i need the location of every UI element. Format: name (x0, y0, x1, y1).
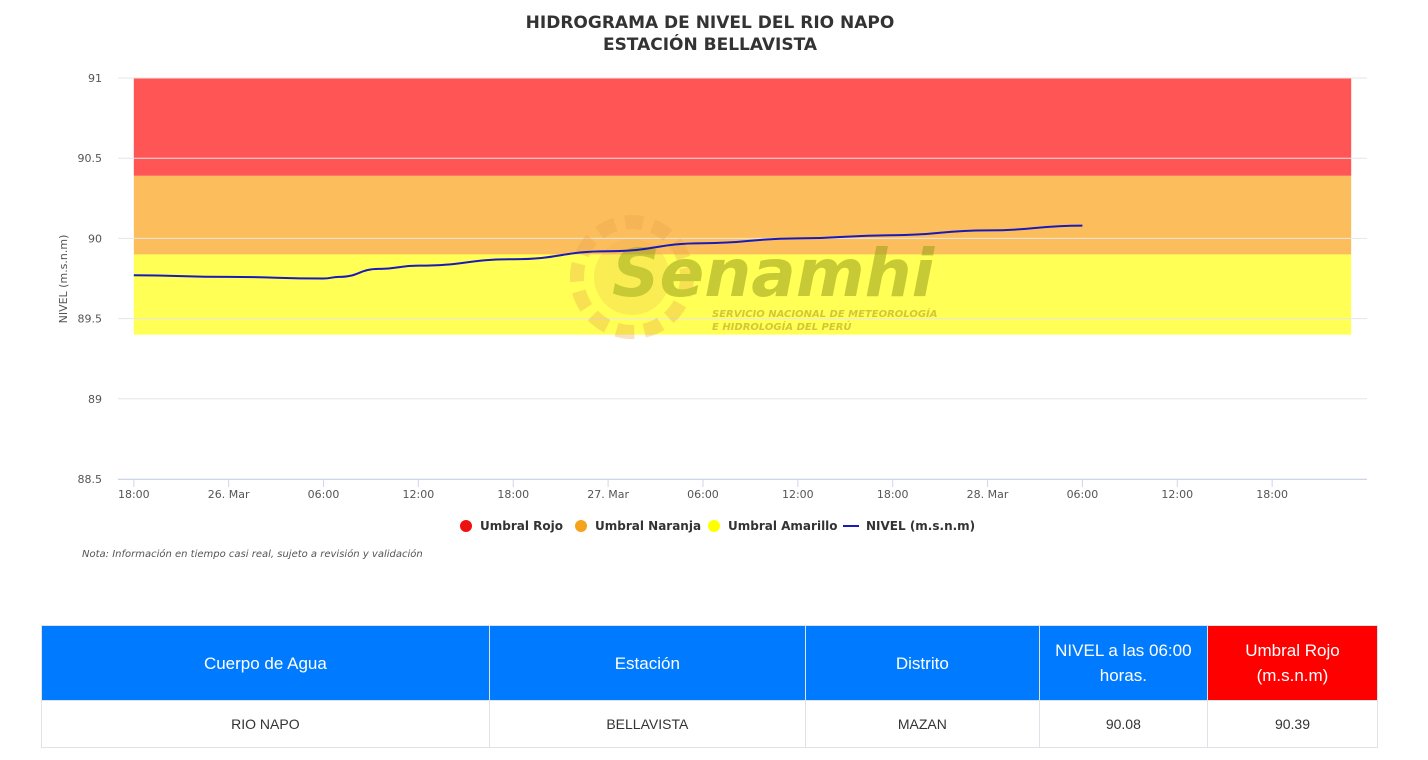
watermark-subtitle-1: SERVICIO NACIONAL DE METEOROLOGÍA (712, 307, 938, 320)
sun-logo-icon (570, 215, 694, 339)
chart-legend: Umbral Rojo Umbral Naranja Umbral Amarillo… (460, 519, 975, 533)
y-tick-label: 90 (88, 232, 102, 245)
y-tick-label: 89.5 (78, 313, 103, 326)
hydrograph-chart: HIDROGRAMA DE NIVEL DEL RIO NAPO ESTACIÓ… (57, 13, 1367, 533)
station-info-table: Cuerpo de Agua Estación Distrito NIVEL a… (41, 625, 1379, 748)
legend-label: NIVEL (m.s.n.m) (866, 519, 975, 533)
x-tick-label: 12:00 (782, 488, 814, 501)
chart-title: HIDROGRAMA DE NIVEL DEL RIO NAPO ESTACIÓ… (526, 13, 895, 55)
chart-title-line-2: ESTACIÓN BELLAVISTA (603, 33, 818, 55)
legend-label: Umbral Amarillo (728, 519, 838, 533)
y-tick-label: 89 (88, 393, 102, 406)
y-axis-ticks: 91 90.5 90 89.5 89 88.5 (78, 72, 103, 486)
y-tick-label: 88.5 (78, 473, 103, 486)
x-tick-label: 18:00 (1256, 488, 1288, 501)
x-tick-label: 27. Mar (587, 488, 629, 501)
header-water-body: Cuerpo de Agua (41, 625, 490, 701)
threshold-bands (133, 78, 1352, 335)
x-tick-label: 26. Mar (208, 488, 250, 501)
legend-dot-icon (460, 520, 472, 532)
cell-station: BELLAVISTA (488, 700, 806, 748)
x-tick-label: 06:00 (308, 488, 340, 501)
legend-item: Umbral Rojo (460, 519, 563, 533)
legend-label: Umbral Rojo (480, 519, 563, 533)
y-tick-label: 90.5 (78, 152, 103, 165)
chart-title-line-1: HIDROGRAMA DE NIVEL DEL RIO NAPO (526, 13, 895, 33)
level-series (133, 224, 1083, 280)
cell-water-body: RIO NAPO (41, 700, 490, 748)
legend-dot-icon (575, 520, 587, 532)
x-tick-label: 18:00 (877, 488, 909, 501)
watermark-logo-text: Senamhi (612, 235, 936, 312)
x-tick-label: 28. Mar (967, 488, 1009, 501)
x-tick-label: 06:00 (687, 488, 719, 501)
senamhi-watermark: Senamhi SERVICIO NACIONAL DE METEOROLOGÍ… (570, 215, 938, 339)
table-header-row: Cuerpo de Agua Estación Distrito NIVEL a… (41, 625, 1379, 701)
header-level-0600: NIVEL a las 06:00 horas. (1038, 625, 1208, 701)
x-tick-label: 06:00 (1067, 488, 1099, 501)
x-axis: 18:00 26. Mar 06:00 12:00 18:00 27. Mar 06:00 1… (118, 479, 1367, 501)
watermark-subtitle-2: E HIDROLOGÍA DEL PERÚ (712, 320, 852, 333)
legend-label: Umbral Naranja (595, 519, 701, 533)
series-line-nivel (133, 224, 1083, 280)
x-tick-label: 18:00 (118, 488, 150, 501)
band-umbral-rojo (133, 78, 1352, 176)
legend-item: Umbral Naranja (575, 519, 701, 533)
data-note: Nota: Información en tiempo casi real, s… (82, 549, 423, 560)
legend-item: Umbral Amarillo (708, 519, 838, 533)
x-tick-label: 12:00 (403, 488, 435, 501)
x-tick-label: 12:00 (1161, 488, 1193, 501)
cell-red-threshold: 90.39 (1206, 700, 1379, 748)
x-tick-label: 18:00 (497, 488, 529, 501)
cell-level-0600: 90.08 (1038, 700, 1208, 748)
band-umbral-amarillo (133, 254, 1352, 335)
table-row: RIO NAPO BELLAVISTA MAZAN 90.08 90.39 (41, 700, 1379, 748)
header-district: Distrito (804, 625, 1040, 701)
header-red-threshold: Umbral Rojo (m.s.n.m) (1206, 625, 1379, 701)
y-tick-label: 91 (88, 72, 102, 85)
y-axis-title: NIVEL (m.s.n.m) (57, 235, 70, 324)
header-station: Estación (488, 625, 806, 701)
cell-district: MAZAN (804, 700, 1040, 748)
legend-dot-icon (708, 520, 720, 532)
legend-item: NIVEL (m.s.n.m) (843, 519, 975, 533)
